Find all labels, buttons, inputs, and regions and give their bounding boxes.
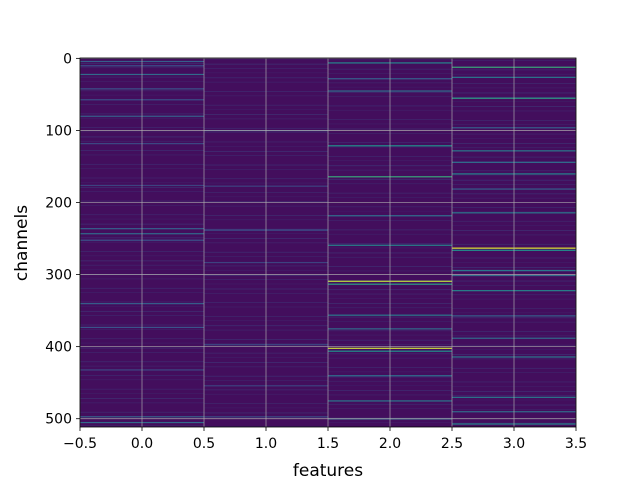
x-tick-label: 3.5 bbox=[565, 436, 587, 452]
y-tick-label: 500 bbox=[45, 412, 72, 428]
x-tick-label: 3.0 bbox=[503, 436, 525, 452]
y-tick-label: 200 bbox=[45, 196, 72, 212]
x-tick-label: 1.0 bbox=[255, 436, 277, 452]
x-axis-label: features bbox=[293, 461, 363, 480]
y-tick-label: 0 bbox=[63, 51, 72, 67]
y-tick-label: 400 bbox=[45, 340, 72, 356]
x-tick-label: 0.0 bbox=[131, 436, 153, 452]
y-tick-label: 300 bbox=[45, 268, 72, 284]
x-axis: −0.5 0.0 0.5 1.0 1.5 2.0 2.5 3.0 3.5 bbox=[63, 427, 587, 452]
y-axis-label: channels bbox=[12, 205, 32, 281]
x-tick-label: −0.5 bbox=[63, 436, 97, 452]
y-axis: 0 100 200 300 400 500 bbox=[45, 51, 80, 428]
x-tick-label: 2.5 bbox=[441, 436, 463, 452]
x-tick-label: 2.0 bbox=[379, 436, 401, 452]
x-tick-label: 0.5 bbox=[193, 436, 215, 452]
x-tick-label: 1.5 bbox=[317, 436, 339, 452]
plot-area bbox=[79, 57, 577, 428]
y-tick-label: 100 bbox=[45, 123, 72, 139]
